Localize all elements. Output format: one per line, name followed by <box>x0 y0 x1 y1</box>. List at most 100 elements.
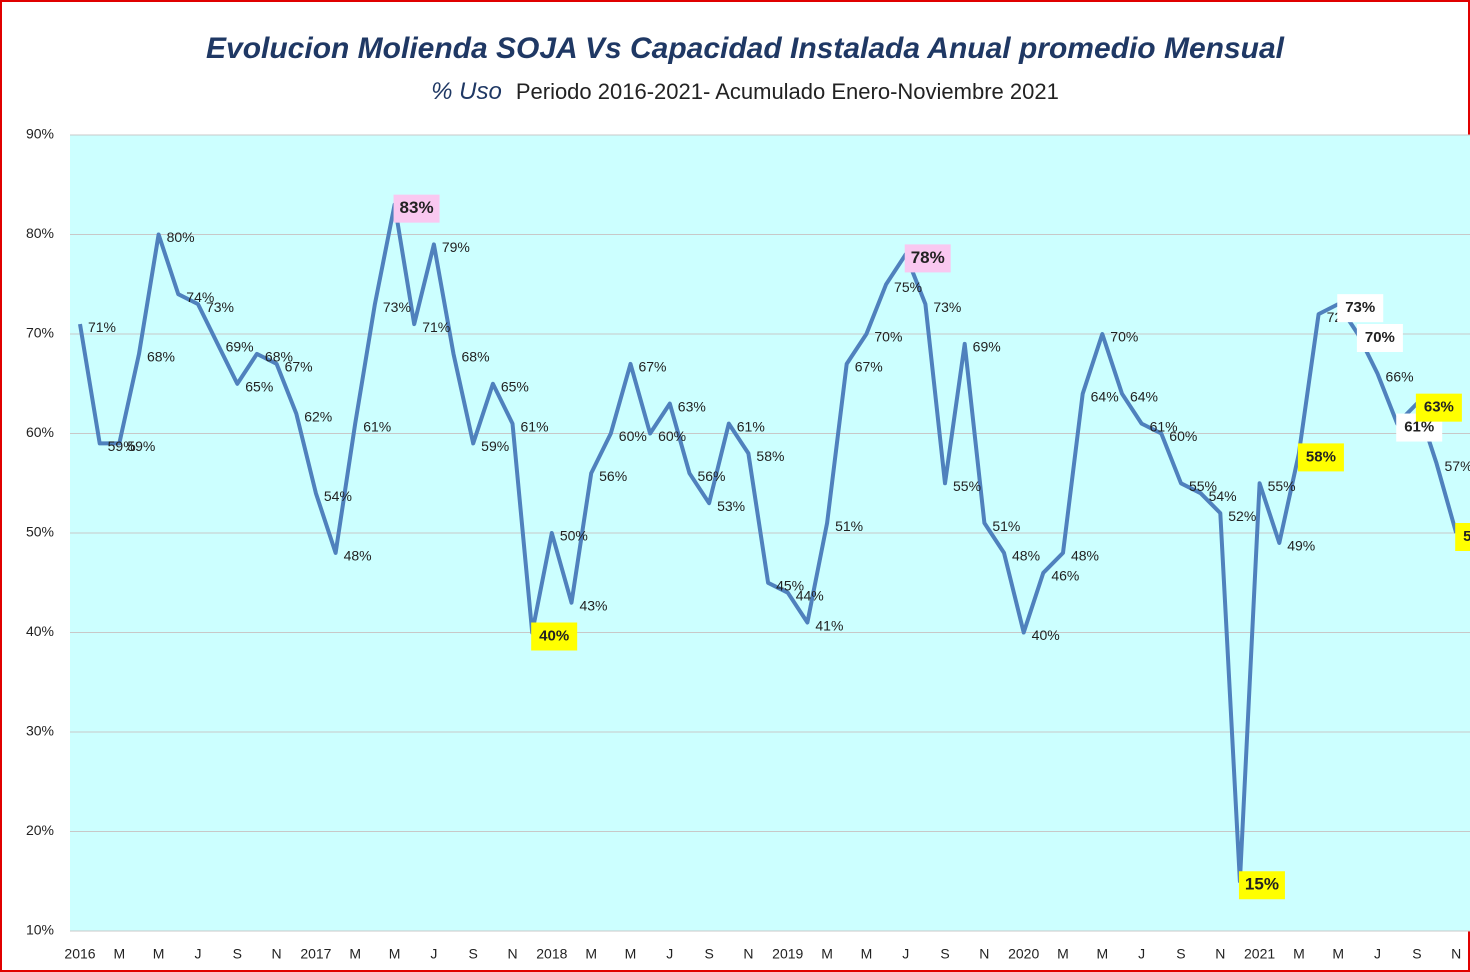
value-label: 68% <box>147 349 175 365</box>
x-tick-label: N <box>979 946 989 962</box>
subtitle-note: Periodo 2016-2021- Acumulado Enero-Novie… <box>516 79 1059 104</box>
x-tick-label: S <box>704 946 713 962</box>
value-label-bg <box>1337 294 1384 323</box>
x-tick-label: S <box>1412 946 1421 962</box>
x-tick-label: S <box>1176 946 1185 962</box>
value-label: 48% <box>1012 548 1040 564</box>
x-tick-label: M <box>585 946 597 962</box>
x-tick-label: M <box>1293 946 1305 962</box>
subtitle-prefix: % Uso <box>431 78 502 105</box>
value-label: 65% <box>245 378 273 394</box>
x-tick-label: M <box>625 946 637 962</box>
value-label-bg <box>1455 523 1470 551</box>
x-tick-label: M <box>1096 946 1108 962</box>
value-label: 59% <box>127 438 155 454</box>
value-label: 56% <box>697 468 725 484</box>
x-tick-label: 2017 <box>300 946 331 962</box>
x-tick-label: 2018 <box>536 946 567 962</box>
value-label: 64% <box>1091 388 1119 404</box>
value-label: 73% <box>206 299 234 315</box>
x-tick-label: M <box>861 946 873 962</box>
value-label: 61% <box>363 418 391 434</box>
value-label: 51% <box>992 518 1020 534</box>
value-label: 60% <box>1169 428 1197 444</box>
x-tick-label: J <box>1374 946 1381 962</box>
value-label: 54% <box>1209 488 1237 504</box>
value-label: 61% <box>1150 418 1178 434</box>
value-label: 59% <box>481 438 509 454</box>
value-label: 59% <box>108 438 136 454</box>
y-tick-label: 20% <box>26 822 54 838</box>
x-tick-label: J <box>1138 946 1145 962</box>
value-label: 62% <box>304 408 332 424</box>
x-tick-label: N <box>272 946 282 962</box>
value-label: 50% <box>560 528 588 544</box>
value-label: 63% <box>1424 399 1454 416</box>
value-label: 57% <box>1445 458 1470 474</box>
value-label: 73% <box>933 299 961 315</box>
value-label: 49% <box>1287 538 1315 554</box>
value-label: 45% <box>776 577 804 593</box>
value-label: 60% <box>658 428 686 444</box>
value-label: 68% <box>265 349 293 365</box>
value-label: 67% <box>638 359 666 375</box>
value-label: 54% <box>324 488 352 504</box>
value-label: 61% <box>521 418 549 434</box>
value-label: 53% <box>717 498 745 514</box>
y-tick-label: 40% <box>26 623 54 639</box>
value-label: 61% <box>737 418 765 434</box>
value-label: 41% <box>815 617 843 633</box>
x-tick-label: M <box>1057 946 1069 962</box>
value-label: 66% <box>1386 369 1414 385</box>
value-label: 50% <box>1463 528 1470 545</box>
value-label: 69% <box>226 339 254 355</box>
value-label: 56% <box>599 468 627 484</box>
value-label: 58% <box>756 448 784 464</box>
value-label: 67% <box>855 359 883 375</box>
value-label: 61% <box>1404 419 1434 436</box>
y-tick-label: 10% <box>26 922 54 938</box>
y-tick-label: 50% <box>26 524 54 540</box>
value-label-bg <box>904 244 951 273</box>
x-tick-label: M <box>113 946 125 962</box>
value-label: 60% <box>619 428 647 444</box>
x-tick-label: 2021 <box>1244 946 1275 962</box>
x-tick-label: 2019 <box>772 946 803 962</box>
value-label: 43% <box>579 597 607 613</box>
value-label: 44% <box>796 587 824 603</box>
x-tick-label: M <box>821 946 833 962</box>
value-label: 80% <box>167 229 195 245</box>
x-tick-label: 2020 <box>1008 946 1039 962</box>
value-label: 52% <box>1228 508 1256 524</box>
value-label: 64% <box>1130 388 1158 404</box>
x-tick-label: M <box>349 946 361 962</box>
value-label: 74% <box>186 289 214 305</box>
value-label: 65% <box>501 378 529 394</box>
y-tick-label: 60% <box>26 424 54 440</box>
value-label: 15% <box>1245 875 1279 894</box>
value-label-bg <box>1238 871 1285 900</box>
x-tick-label: J <box>902 946 909 962</box>
value-label: 79% <box>442 239 470 255</box>
series-line <box>78 202 1459 884</box>
x-tick-label: S <box>233 946 242 962</box>
value-label-bg <box>393 194 440 223</box>
chart-title: Evolucion Molienda SOJA Vs Capacidad Ins… <box>206 32 1285 65</box>
x-tick-label: N <box>1451 946 1461 962</box>
value-label: 48% <box>1071 548 1099 564</box>
y-tick-label: 80% <box>26 225 54 241</box>
chart-subtitle: % Uso Periodo 2016-2021- Acumulado Enero-… <box>431 78 1059 105</box>
y-tick-label: 70% <box>26 325 54 341</box>
value-label: 70% <box>1110 329 1138 345</box>
value-label: 55% <box>1189 478 1217 494</box>
value-label: 73% <box>1345 299 1375 316</box>
value-label: 58% <box>1306 448 1336 465</box>
value-label: 70% <box>1365 329 1395 346</box>
value-label: 55% <box>953 478 981 494</box>
x-tick-label: M <box>1332 946 1344 962</box>
y-tick-label: 30% <box>26 723 54 739</box>
value-label: 48% <box>344 548 372 564</box>
value-label: 78% <box>911 248 945 267</box>
value-label: 83% <box>400 198 434 217</box>
value-label: 51% <box>835 518 863 534</box>
